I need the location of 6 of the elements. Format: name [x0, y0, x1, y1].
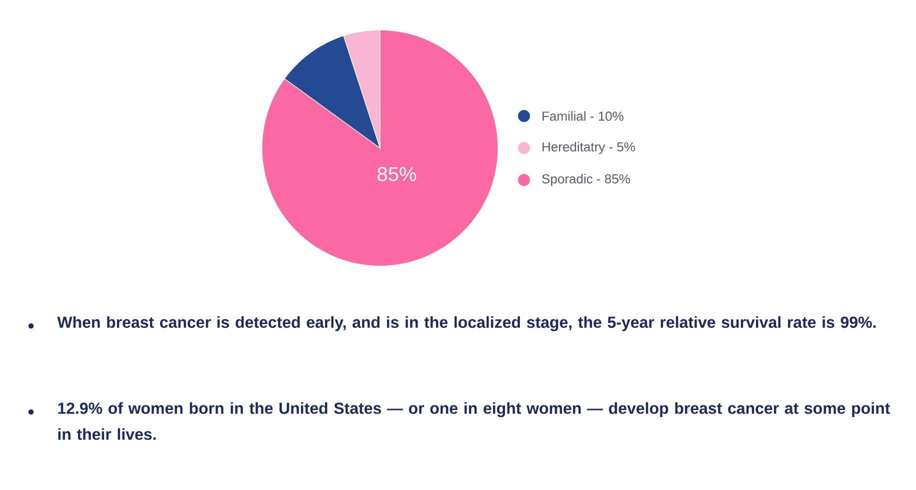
- legend-label: Hereditatry - 5%: [542, 142, 635, 154]
- data-label: 85%: [378, 167, 416, 182]
- legend-label: Sporadic - 85%: [542, 174, 630, 186]
- text: 12.9% of women born in the United States — or one in eight women — develop breast cancer at some point in their lives.: [58, 402, 890, 440]
- text: When breast cancer is detected early, and is in the localized stage, the 5-year relative survival rate is 99%.: [57, 316, 876, 332]
- legend-label: Familial - 10%: [542, 111, 624, 121]
